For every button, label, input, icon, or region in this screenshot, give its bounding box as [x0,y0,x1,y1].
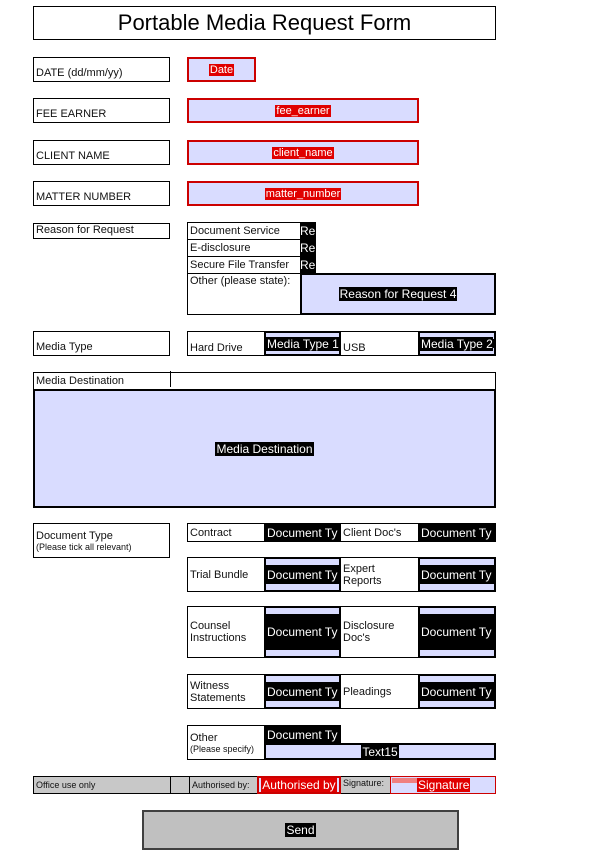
fee-earner-field[interactable]: fee_earner [187,98,419,123]
doc-other-text-value: Text15 [361,744,399,759]
doc-field-text: Document Ty [418,625,492,639]
doc-field-text: Document Ty [418,567,492,582]
media-type-label: Media Type [33,331,170,356]
reason-option-label: Secure File Transfer [187,256,301,274]
signature-field[interactable]: Signature [390,776,496,794]
doc-option-label: Expert Reports [340,557,419,592]
doc-checkbox-counsel-instructions[interactable]: Document Ty [264,606,341,658]
office-divider [171,777,190,793]
reason-option-label: E-disclosure [187,239,301,257]
doc-checkbox-other[interactable]: Document Ty [264,725,341,744]
date-value: Date [208,63,235,76]
doc-field-text: Document Ty [267,525,338,540]
reason-other-label: Other (please state): [187,273,301,315]
doc-other-label-text: Other [190,731,218,744]
fee-earner-label: FEE EARNER [33,98,170,123]
page-title: Portable Media Request Form [33,6,496,40]
media-option-label: Hard Drive [187,331,265,356]
reason-field-text: Re [300,258,316,272]
document-type-label-text: Document Type [36,529,113,542]
doc-other-label: Other (Please specify) [187,725,265,760]
doc-checkbox-client-docs[interactable]: Document Ty [418,523,496,542]
doc-checkbox-expert-reports[interactable]: Document Ty [418,557,496,592]
doc-checkbox-witness-statements[interactable]: Document Ty [264,674,341,709]
media-option-label: USB [340,331,419,356]
doc-other-sublabel: (Please specify) [190,743,255,754]
client-name-label: CLIENT NAME [33,140,170,165]
media-destination-label: Media Destination [33,371,496,390]
doc-option-label: Contract [187,523,265,542]
doc-checkbox-pleadings[interactable]: Document Ty [418,674,496,709]
send-button[interactable]: Send [142,810,459,850]
doc-other-text-field[interactable]: Text15 [264,743,496,760]
media-destination-field[interactable]: Media Destination [33,389,496,508]
reason-option-label: Document Service [187,222,301,240]
doc-option-label: Witness Statements [187,674,265,709]
doc-checkbox-trial-bundle[interactable]: Document Ty [264,557,341,592]
date-label: DATE (dd/mm/yy) [33,57,170,82]
matter-number-label: MATTER NUMBER [33,181,170,206]
sign-here-icon [392,778,417,783]
doc-field-text: Document Ty [264,567,338,582]
media-type-1-checkbox[interactable]: Media Type 1 [264,331,341,356]
media-field-text: Media Type 1 [264,336,339,351]
doc-field-text: Document Ty [264,684,338,699]
reason-checkbox-secure-file-transfer[interactable]: Re [300,256,316,274]
media-field-text: Media Type 2 [418,336,493,351]
doc-field-text: Document Ty [264,625,338,639]
client-name-field[interactable]: client_name [187,140,419,165]
doc-option-label: Trial Bundle [187,557,265,592]
document-type-sublabel: (Please tick all relevant) [36,541,132,552]
reason-other-field[interactable]: Reason for Request 4 [300,273,496,315]
date-field[interactable]: Date [187,57,256,82]
doc-checkbox-contract[interactable]: Document Ty [264,523,341,542]
doc-field-text: Document Ty [267,727,338,742]
fee-earner-value: fee_earner [275,104,331,117]
reason-other-value: Reason for Request 4 [338,287,458,301]
reason-checkbox-document-service[interactable]: Re [300,222,316,240]
matter-number-field[interactable]: matter_number [187,181,419,206]
reason-label: Reason for Request [33,223,170,239]
reason-field-text: Re [300,241,316,255]
media-type-2-checkbox[interactable]: Media Type 2 [418,331,496,356]
doc-option-label: Counsel Instructions [187,606,265,658]
media-destination-label-text: Media Destination [36,371,171,387]
doc-option-label: Pleadings [340,674,419,709]
reason-checkbox-e-disclosure[interactable]: Re [300,239,316,257]
doc-option-label: Disclosure Doc's [340,606,419,658]
authorised-by-field[interactable]: Authorised by [257,776,341,794]
signature-value: Signature [417,778,471,792]
client-name-value: client_name [272,146,334,159]
authorised-by-value: Authorised by [261,778,337,792]
signature-label: Signature: [343,778,385,788]
send-label: Send [285,823,316,837]
document-type-label: Document Type (Please tick all relevant) [33,523,170,558]
office-use-label: Office use only [34,777,171,793]
doc-field-text: Document Ty [418,684,492,699]
media-destination-value: Media Destination [215,441,314,456]
doc-checkbox-disclosure-docs[interactable]: Document Ty [418,606,496,658]
matter-number-value: matter_number [264,187,342,200]
reason-field-text: Re [300,224,316,238]
doc-option-label: Client Doc's [340,523,419,542]
doc-field-text: Document Ty [421,525,492,540]
authorised-by-label: Authorised by: [192,780,250,790]
